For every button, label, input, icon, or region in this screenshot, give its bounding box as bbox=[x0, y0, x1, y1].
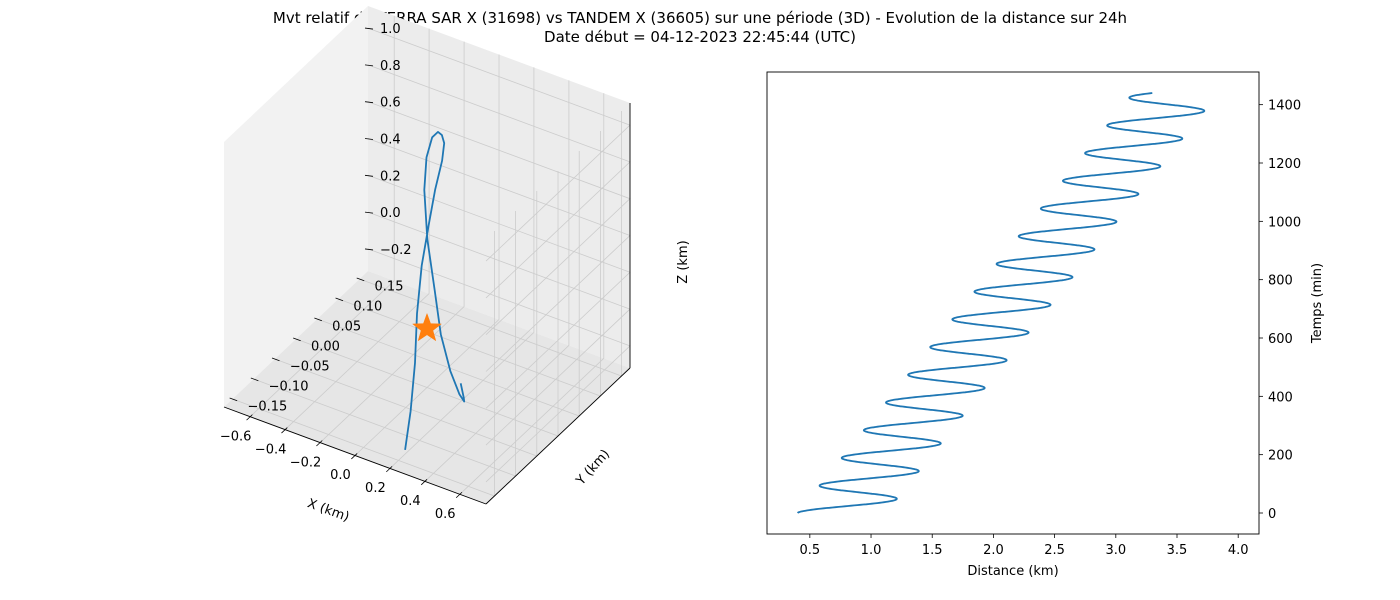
y-tick-label: 1400 bbox=[1268, 99, 1301, 114]
x-tick-label: 4.0 bbox=[1228, 543, 1249, 558]
x-tick-label: −0.6 bbox=[220, 429, 252, 444]
z-tick bbox=[364, 27, 374, 30]
y-tick-label: 0 bbox=[1268, 507, 1276, 522]
x-tick-label: −0.4 bbox=[255, 442, 287, 457]
z-tick bbox=[364, 101, 374, 104]
y-tick-label: 0.10 bbox=[353, 300, 382, 315]
x-axis-label: X (km) bbox=[305, 496, 351, 525]
y-tick-label: 0.05 bbox=[332, 320, 361, 335]
x-tick bbox=[420, 479, 428, 486]
y-tick-label: −0.05 bbox=[290, 360, 330, 375]
x-tick bbox=[386, 466, 393, 473]
x-gridline bbox=[249, 15, 395, 417]
orbit-trajectory-line bbox=[404, 130, 466, 451]
x-gridline bbox=[424, 80, 570, 482]
z-tick bbox=[364, 248, 374, 251]
z-tick-label: 0.2 bbox=[380, 169, 401, 184]
y-tick bbox=[314, 317, 323, 322]
z-axis-label: Z (km) bbox=[676, 240, 691, 283]
x-tick-label: 3.5 bbox=[1167, 543, 1188, 558]
y-tick-label: −0.15 bbox=[247, 400, 287, 415]
y-axis-label: Temps (min) bbox=[1310, 263, 1325, 344]
z-tick bbox=[364, 174, 374, 177]
orbit-3d-chart: −0.6−0.4−0.20.00.20.40.6−0.15−0.10−0.050… bbox=[220, 6, 691, 525]
x-tick-label: 2.0 bbox=[983, 543, 1004, 558]
distance-time-chart: 0.5 1.0 1.5 2.0 2.5 3.0 3.5 4.0 0 200 400 600 800 100… bbox=[766, 71, 1325, 579]
x-tick-label: 1.5 bbox=[922, 543, 943, 558]
x-tick-label: 0.2 bbox=[365, 481, 386, 496]
z-tick bbox=[364, 64, 374, 67]
pane-left bbox=[224, 6, 368, 407]
distance-series-line bbox=[796, 92, 1206, 514]
y-tick-label: 0.00 bbox=[311, 340, 340, 355]
y-tick-label: −0.10 bbox=[269, 380, 309, 395]
z-tick-label: 1.0 bbox=[380, 22, 401, 37]
z-tick-label: 0.4 bbox=[380, 133, 401, 148]
x-tick-label: 1.0 bbox=[861, 543, 882, 558]
y-tick bbox=[335, 297, 344, 302]
x-tick bbox=[316, 440, 323, 447]
origin-star-marker bbox=[412, 312, 442, 342]
y-tick bbox=[250, 377, 259, 382]
y-tick-label: 1200 bbox=[1268, 157, 1301, 172]
x-tick-label: 0.0 bbox=[330, 468, 351, 483]
z-tick-label: 0.0 bbox=[380, 206, 401, 221]
x-gridline bbox=[389, 67, 535, 469]
x-tick-label: 0.5 bbox=[799, 543, 820, 558]
y-tick-label: 200 bbox=[1268, 449, 1293, 464]
y-axis-label: Y (km) bbox=[573, 447, 613, 489]
x-tick-label: 2.5 bbox=[1044, 543, 1065, 558]
x-tick bbox=[455, 491, 463, 499]
y-tick bbox=[229, 397, 238, 402]
x-gridline bbox=[459, 93, 605, 495]
z-tick-label: 0.6 bbox=[380, 96, 401, 111]
y-tick-label: 0.15 bbox=[375, 280, 404, 295]
y-tick-label: 600 bbox=[1268, 332, 1293, 347]
z-tick bbox=[364, 211, 374, 214]
x-tick-label: 3.0 bbox=[1105, 543, 1126, 558]
x-tick bbox=[351, 453, 358, 460]
plot-frame bbox=[766, 71, 1260, 535]
z-tick-label: −0.2 bbox=[380, 243, 412, 258]
y-tick bbox=[293, 337, 301, 342]
y-tick bbox=[356, 277, 365, 282]
y-tick-label: 800 bbox=[1268, 274, 1293, 289]
x-tick-label: −0.2 bbox=[290, 455, 322, 470]
figure-title-line-1: Mvt relatif de TERRA SAR X (31698) vs TA… bbox=[272, 9, 1128, 27]
x-gridline bbox=[319, 41, 465, 443]
figure-title: Mvt relatif de TERRA SAR X (31698) vs TA… bbox=[0, 9, 1400, 47]
x-gridline bbox=[284, 28, 430, 430]
z-tick-label: 0.8 bbox=[380, 59, 401, 74]
figure-title-line-2: Date début = 04-12-2023 22:45:44 (UTC) bbox=[544, 28, 856, 46]
x-tick-label: 0.4 bbox=[400, 494, 421, 509]
y-tick-label: 400 bbox=[1268, 390, 1293, 405]
y-axis-line bbox=[485, 367, 631, 505]
x-tick-label: 0.6 bbox=[435, 507, 456, 522]
y-tick-label: 1000 bbox=[1268, 215, 1301, 230]
x-axis-label: Distance (km) bbox=[967, 564, 1058, 579]
x-tick bbox=[246, 414, 253, 421]
x-gridline bbox=[354, 54, 500, 456]
z-tick bbox=[364, 138, 374, 140]
x-tick bbox=[281, 427, 288, 434]
y-tick bbox=[271, 357, 280, 362]
